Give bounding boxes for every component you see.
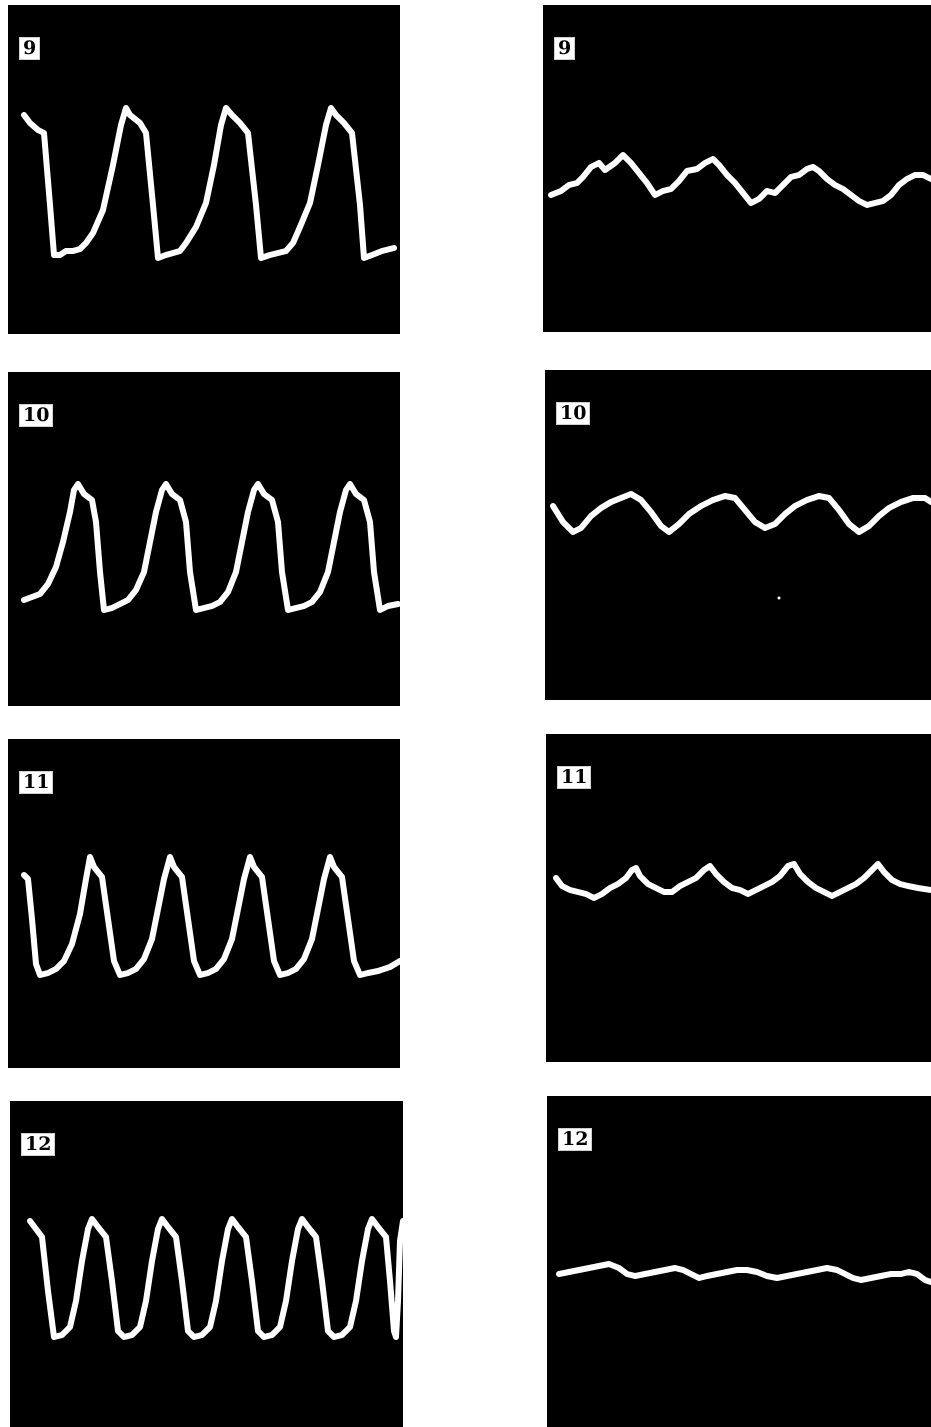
waveform-trace-left-12 <box>27 1216 403 1340</box>
waveform-line <box>550 491 931 535</box>
waveform-trace-right-11 <box>553 861 931 901</box>
waveform-panel-right-9: 9 <box>543 5 931 332</box>
panel-label: 12 <box>558 1128 593 1151</box>
waveform-line <box>548 152 931 208</box>
panel-label: 10 <box>19 404 54 427</box>
waveform-panel-left-12: 12 <box>10 1101 403 1427</box>
waveform-trace-left-10 <box>21 481 400 613</box>
waveform-line <box>21 105 397 261</box>
panel-label: 12 <box>21 1133 56 1156</box>
waveform-trace-right-10 <box>550 491 931 600</box>
waveform-panel-left-10: 10 <box>8 372 400 706</box>
panel-label: 10 <box>556 402 591 425</box>
waveform-trace-left-9 <box>21 105 397 261</box>
waveform-line <box>553 861 931 901</box>
waveform-panel-right-12: 12 <box>547 1096 931 1427</box>
waveform-line <box>556 1261 931 1285</box>
waveform-panel-left-9: 9 <box>8 5 400 334</box>
waveform-line <box>21 481 400 613</box>
panel-label: 11 <box>19 771 54 794</box>
waveform-panel-left-11: 11 <box>8 739 400 1068</box>
trace-speck <box>777 596 781 600</box>
waveform-panel-right-10: 10 <box>545 370 931 700</box>
waveform-trace-left-11 <box>21 854 400 978</box>
panel-label: 9 <box>554 37 576 60</box>
waveform-trace-right-9 <box>548 152 931 208</box>
waveform-panel-right-11: 11 <box>546 734 931 1062</box>
panel-label: 9 <box>19 37 41 60</box>
waveform-line <box>27 1216 403 1340</box>
waveform-line <box>21 854 400 978</box>
waveform-trace-right-12 <box>556 1261 931 1285</box>
panel-label: 11 <box>557 766 592 789</box>
